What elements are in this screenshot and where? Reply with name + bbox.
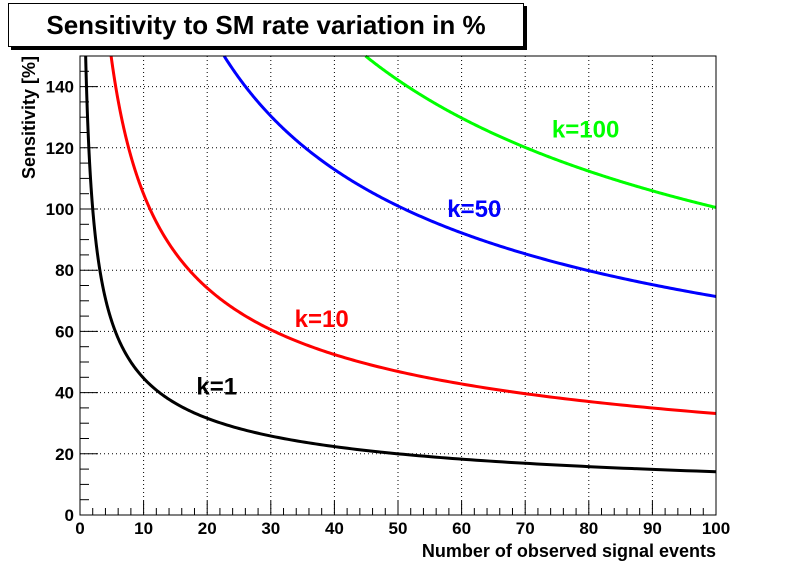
- series-label-k-100: k=100: [552, 116, 619, 143]
- y-tick-label: 60: [55, 322, 74, 341]
- y-tick-label: 80: [55, 261, 74, 280]
- chart-title-box: Sensitivity to SM rate variation in %: [8, 3, 524, 47]
- y-tick-label: 140: [46, 78, 74, 97]
- x-tick-label: 10: [134, 519, 153, 538]
- x-tick-label: 70: [516, 519, 535, 538]
- y-tick-label: 20: [55, 445, 74, 464]
- series-labels: k=1 k=10 k=50 k=100: [196, 116, 619, 400]
- axes: 0 10 20 30 40 50 60 70 80 90 100 0 20 40 60 80 100 120 140: [46, 55, 730, 538]
- series-line-k-50: [222, 55, 717, 298]
- x-tick-label: 40: [325, 519, 344, 538]
- chart-title: Sensitivity to SM rate variation in %: [46, 9, 486, 40]
- y-tick-label: 100: [46, 200, 74, 219]
- series-label-k-50: k=50: [447, 196, 501, 223]
- series-line-k-10: [109, 55, 717, 415]
- y-tick-label: 120: [46, 139, 74, 158]
- x-tick-label: 20: [198, 519, 217, 538]
- x-tick-label: 60: [452, 519, 471, 538]
- x-axis-label: Number of observed signal events: [422, 541, 716, 561]
- series-label-k-1: k=1: [196, 373, 237, 400]
- x-tick-label: 0: [75, 519, 84, 538]
- x-tick-label: 100: [702, 519, 730, 538]
- grid: [80, 56, 716, 515]
- x-tick-label: 30: [261, 519, 280, 538]
- x-tick-label: 90: [643, 519, 662, 538]
- x-tick-label: 80: [579, 519, 598, 538]
- y-tick-label: 40: [55, 384, 74, 403]
- series-line-k-100: [364, 54, 717, 209]
- y-axis-label: Sensitivity [%]: [19, 56, 39, 179]
- series-line-k-1: [84, 55, 717, 474]
- y-tick-label: 0: [65, 506, 74, 525]
- x-tick-label: 50: [389, 519, 408, 538]
- series-label-k-10: k=10: [295, 306, 349, 333]
- curves: [84, 54, 717, 474]
